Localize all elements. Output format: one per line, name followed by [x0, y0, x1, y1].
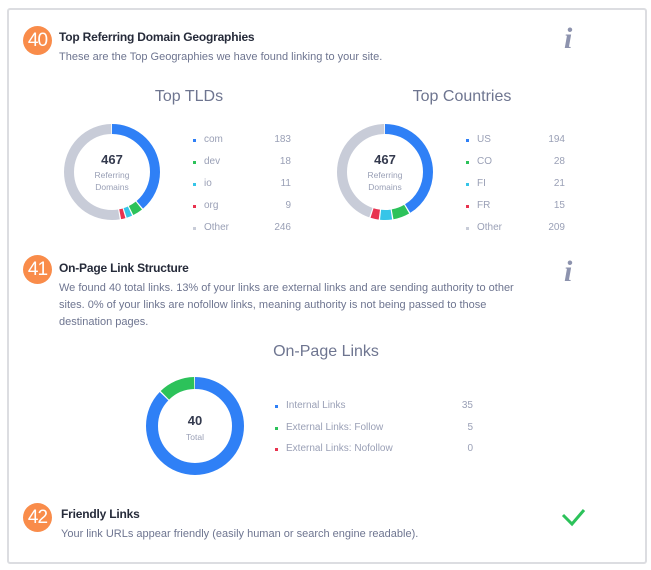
donut-center-label: Referring Domains — [94, 170, 130, 192]
legend-value: 21 — [553, 178, 565, 189]
section-number-badge: 40 — [23, 26, 52, 55]
legend-label[interactable]: US — [477, 134, 491, 145]
chart-title: On-Page Links — [273, 343, 379, 360]
legend-label[interactable]: FR — [477, 200, 491, 211]
legend-value: 194 — [548, 134, 565, 145]
report-card — [7, 8, 647, 564]
legend-marker — [275, 405, 278, 408]
donut-center-label: Total — [186, 432, 204, 442]
donut-center-label: Referring Domains — [367, 170, 403, 192]
legend-marker — [275, 448, 278, 451]
legend-marker — [193, 161, 196, 164]
legend-value: 35 — [461, 400, 473, 411]
donut-segment-other[interactable] — [337, 124, 433, 220]
legend-label[interactable]: io — [204, 178, 212, 189]
legend-value: 183 — [274, 134, 291, 145]
legend-marker — [466, 227, 469, 230]
legend-marker — [466, 139, 469, 142]
legend-marker — [193, 183, 196, 186]
legend-label[interactable]: CO — [477, 156, 492, 167]
legend-value: 209 — [548, 222, 565, 233]
legend-label[interactable]: Other — [477, 222, 503, 233]
section-title: On-Page Link Structure — [59, 261, 189, 275]
legend-marker — [193, 139, 196, 142]
legend-value: 246 — [274, 222, 291, 233]
chart-title: Top Countries — [412, 88, 512, 105]
legend-value: 9 — [285, 200, 291, 211]
donut-segment-fi[interactable] — [337, 124, 433, 220]
donut-center-value: 467 — [101, 152, 123, 167]
donut-segment-com[interactable] — [64, 124, 160, 220]
section-description: We found 40 total links. 13% of your lin… — [59, 282, 514, 328]
legend-value: 28 — [553, 156, 565, 167]
legend-label[interactable]: FI — [477, 178, 486, 189]
legend-value: 18 — [279, 156, 291, 167]
chart-title: Top TLDs — [154, 88, 224, 105]
donut-center-value: 40 — [187, 413, 203, 428]
legend-label[interactable]: External Links: Follow — [286, 421, 384, 433]
info-icon[interactable]: i — [564, 255, 573, 288]
legend-marker — [466, 205, 469, 208]
legend-value: 15 — [553, 200, 565, 211]
section-number-badge: 41 — [23, 255, 52, 284]
donut-segment-internal-links[interactable] — [146, 377, 244, 475]
legend-label[interactable]: com — [204, 134, 223, 145]
section-title: Top Referring Domain Geographies — [59, 30, 255, 44]
legend-value: 11 — [280, 178, 291, 189]
legend-value: 5 — [467, 421, 473, 433]
legend-label[interactable]: External Links: Nofollow — [286, 443, 393, 454]
section-description: Your link URLs appear friendly (easily h… — [61, 528, 419, 540]
section-number-badge: 42 — [23, 503, 52, 532]
legend-label[interactable]: Other — [204, 222, 230, 233]
legend-label[interactable]: dev — [204, 156, 221, 167]
legend-label[interactable]: Internal Links — [286, 400, 346, 411]
donut-center-value: 467 — [374, 152, 396, 167]
legend-marker — [275, 426, 278, 430]
legend-marker — [193, 205, 196, 208]
legend-value: 0 — [467, 443, 473, 454]
info-icon[interactable]: i — [564, 22, 573, 55]
donut-segment-other[interactable] — [64, 124, 160, 220]
legend-marker — [466, 161, 469, 164]
legend-marker — [466, 183, 469, 186]
donut-segment-us[interactable] — [337, 124, 433, 220]
section-description: These are the Top Geographies we have fo… — [59, 51, 383, 63]
legend-marker — [193, 227, 196, 230]
legend-label[interactable]: org — [204, 200, 219, 211]
section-title: Friendly Links — [61, 507, 140, 521]
